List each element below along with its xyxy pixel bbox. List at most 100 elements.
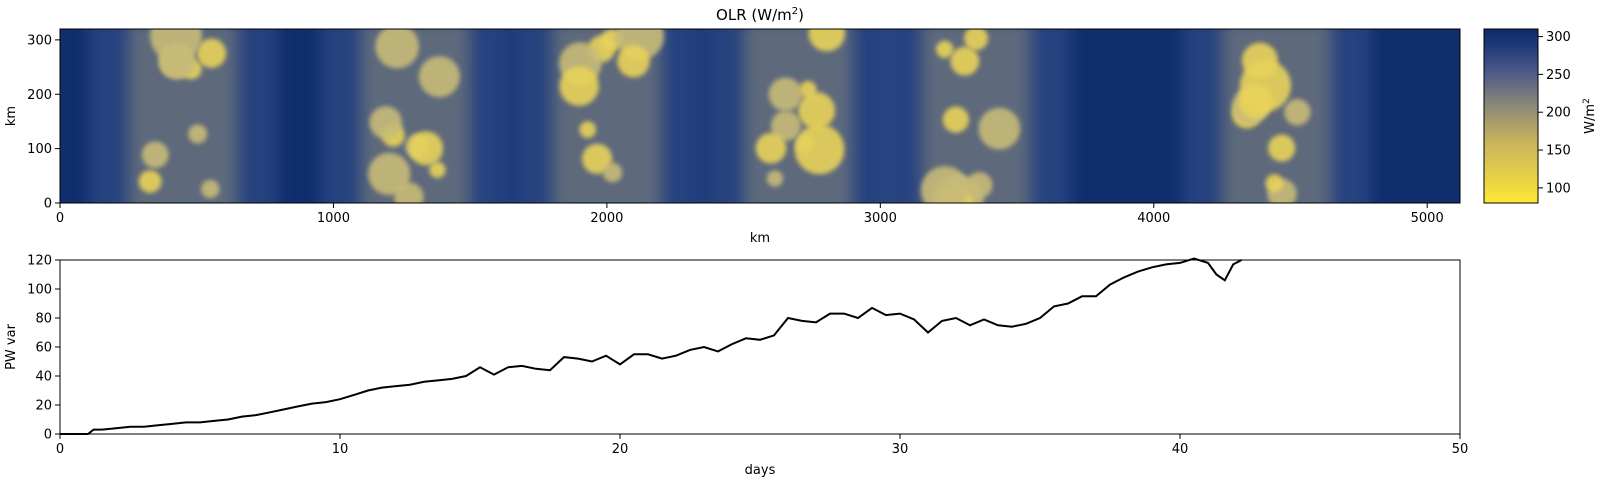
cloud-blob	[950, 46, 980, 76]
pw-var-point	[941, 320, 943, 322]
olr-y-tick-label: 0	[44, 197, 52, 212]
cloud-blob	[1268, 134, 1296, 162]
pw-x-tick-label: 20	[612, 442, 629, 457]
cloud-blob	[755, 132, 787, 164]
pw-x-axis: 0 10 20 30 40 50	[56, 434, 1468, 457]
cloud-blob	[920, 166, 970, 203]
pw-var-point	[1207, 262, 1209, 264]
pw-var-point	[409, 383, 411, 386]
pw-var-point	[563, 356, 565, 358]
pw-var-point	[101, 428, 103, 431]
pw-var-point	[1215, 273, 1218, 276]
pw-var-point	[325, 401, 327, 403]
olr-x-tick-label: 1000	[317, 211, 350, 226]
pw-var-point	[1011, 325, 1013, 328]
pw-var-point	[1039, 317, 1041, 319]
pw-x-tick-label: 40	[1172, 442, 1189, 457]
colorbar-ticks: 100 150 200 250 300	[1538, 30, 1571, 196]
pw-var-point	[857, 317, 859, 319]
pw-var-point	[955, 317, 957, 319]
pw-var-point	[1151, 266, 1153, 269]
olr-x-tick-label: 4000	[1137, 211, 1170, 226]
pw-var-point	[997, 324, 999, 327]
pw-var-point	[255, 414, 257, 416]
cloud-blob	[1241, 42, 1278, 79]
cloud-blob	[375, 29, 420, 69]
pw-var-point	[689, 349, 691, 351]
pw-var-point	[297, 405, 299, 408]
pw-var-point	[115, 427, 117, 430]
pw-var-point	[493, 373, 495, 376]
convective-band	[1181, 29, 1372, 203]
pw-x-tick-label: 10	[332, 442, 349, 457]
cloud-blob	[368, 152, 411, 196]
pw-var-point	[1193, 257, 1195, 260]
pw-var-point	[619, 363, 621, 366]
pw-var-point	[927, 331, 929, 334]
cloud-blob	[602, 162, 623, 183]
olr-x-tick-label: 5000	[1411, 211, 1444, 226]
cloud-blob	[418, 56, 460, 98]
colorbar-tick-label: 200	[1546, 106, 1571, 121]
cloud-blob	[935, 40, 954, 59]
pw-var-point	[675, 354, 677, 357]
pw-var-point	[143, 425, 145, 428]
cloud-blob	[766, 170, 784, 187]
pw-var-point	[185, 421, 187, 424]
cloud-blob	[808, 29, 846, 52]
pw-var-point	[843, 312, 845, 315]
pw-var-point	[661, 357, 663, 360]
pw-var-point	[241, 415, 243, 418]
cloud-blob	[799, 80, 817, 99]
pw-x-tick-label: 50	[1452, 442, 1469, 457]
pw-var-point	[591, 360, 593, 363]
cloud-blob	[394, 182, 424, 203]
pw-plot-area	[59, 259, 1461, 435]
pw-var-point	[381, 386, 383, 389]
pw-y-tick-label: 60	[35, 341, 52, 356]
pw-var-point	[213, 420, 215, 422]
olr-convective-bands	[88, 29, 1372, 203]
pw-var-point	[507, 366, 509, 369]
pw-x-tick-label: 30	[892, 442, 909, 457]
cloud-blob	[188, 124, 208, 144]
cloud-blob	[1238, 84, 1273, 119]
pw-var-point	[815, 321, 817, 324]
pw-var-point	[549, 369, 551, 372]
pw-var-point	[451, 378, 453, 380]
pw-y-tick-label: 80	[35, 312, 52, 327]
olr-panel: OLR (W/m2) 0 1000 2000 3000 4000 5000 0 100 200…	[4, 6, 1461, 246]
pw-var-point	[759, 338, 761, 341]
convective-band	[881, 29, 1072, 203]
pw-var-point	[1224, 279, 1226, 282]
pw-y-tick-label: 100	[27, 283, 52, 298]
cloud-blob	[1284, 98, 1311, 126]
olr-xlabel: km	[750, 231, 770, 246]
pw-var-point	[339, 398, 341, 401]
olr-ylabel: km	[4, 106, 19, 126]
olr-y-tick-label: 300	[27, 33, 52, 48]
pw-y-tick-label: 40	[35, 370, 52, 385]
pw-var-points	[59, 257, 1243, 435]
cloud-blob	[1265, 174, 1284, 193]
pw-var-point	[787, 317, 789, 319]
cloud-blob	[196, 38, 227, 68]
pw-var-point	[969, 324, 971, 327]
colorbar-tick-label: 100	[1546, 181, 1571, 196]
cloud-blob	[942, 106, 969, 133]
convective-band	[88, 29, 279, 203]
pw-x-tick-label: 0	[56, 442, 64, 457]
pw-var-point	[479, 366, 481, 369]
pw-var-point	[913, 318, 915, 321]
cloud-blob	[768, 77, 803, 112]
pw-panel: 0 10 20 30 40 50 0 20 40 60 80 100 120 days PW var	[4, 254, 1468, 479]
pw-var-point	[157, 424, 159, 427]
pw-var-point	[717, 350, 719, 353]
pw-var-point	[1137, 270, 1139, 273]
pw-var-point	[703, 346, 705, 348]
pw-var-point	[283, 408, 285, 411]
pw-var-point	[871, 307, 873, 309]
pw-var-point	[745, 337, 747, 340]
pw-var-point	[521, 365, 523, 367]
